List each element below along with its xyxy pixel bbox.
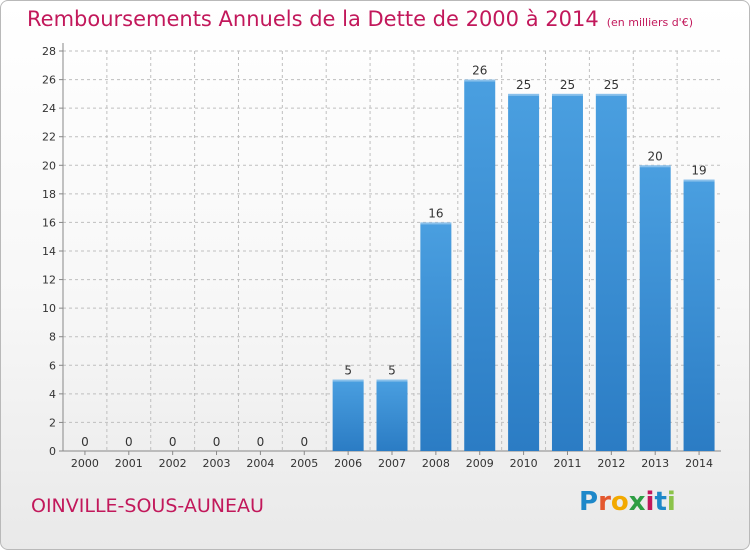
x-tick-label: 2004 xyxy=(246,457,274,470)
bar-highlight xyxy=(508,93,540,96)
chart-title-text: Remboursements Annuels de la Dette de 20… xyxy=(27,7,599,31)
data-label: 0 xyxy=(213,435,221,449)
y-tick-label: 2 xyxy=(49,416,56,429)
x-tick-label: 2012 xyxy=(597,457,625,470)
x-tick-label: 2002 xyxy=(159,457,187,470)
y-tick-label: 24 xyxy=(42,102,56,115)
logo-letter: i xyxy=(645,487,655,517)
bar xyxy=(639,165,671,452)
data-label: 0 xyxy=(169,435,177,449)
chart-subtitle: (en milliers d'€) xyxy=(606,16,693,29)
bar-highlight xyxy=(332,379,364,382)
data-label: 0 xyxy=(257,435,265,449)
y-tick-label: 18 xyxy=(42,188,56,201)
bar-highlight xyxy=(639,165,671,168)
bars xyxy=(332,79,715,452)
y-tick-label: 14 xyxy=(42,245,56,258)
x-tick-label: 2009 xyxy=(466,457,494,470)
bar xyxy=(420,222,452,451)
data-label: 0 xyxy=(300,435,308,449)
bar-highlight xyxy=(376,379,408,382)
bar-highlight xyxy=(551,93,583,96)
data-label: 25 xyxy=(516,78,531,92)
y-tick-label: 16 xyxy=(42,216,56,229)
x-tick-label: 2001 xyxy=(115,457,143,470)
data-label: 0 xyxy=(125,435,133,449)
y-tick-label: 26 xyxy=(42,74,56,87)
y-tick-label: 20 xyxy=(42,159,56,172)
logo-letter: r xyxy=(598,487,611,517)
y-tick-label: 8 xyxy=(49,331,56,344)
logo-letter: x xyxy=(628,487,646,517)
x-tick-label: 2005 xyxy=(290,457,318,470)
bar xyxy=(508,93,540,451)
bar xyxy=(464,79,496,452)
proxiti-logo: Proxiti xyxy=(579,487,676,517)
data-label: 26 xyxy=(472,64,487,78)
x-tick-label: 2014 xyxy=(685,457,713,470)
data-label: 0 xyxy=(81,435,89,449)
x-tick-label: 2010 xyxy=(510,457,538,470)
bar-highlight xyxy=(683,179,715,182)
bar xyxy=(332,379,364,451)
bar xyxy=(551,93,583,451)
logo-letter: i xyxy=(666,487,676,517)
x-tick-label: 2013 xyxy=(641,457,669,470)
y-tick-label: 4 xyxy=(49,388,56,401)
x-tick-label: 2006 xyxy=(334,457,362,470)
data-label: 5 xyxy=(388,364,396,378)
data-label: 5 xyxy=(344,364,352,378)
x-tick-label: 2003 xyxy=(203,457,231,470)
data-labels: 0 0 0 0 0 0 5 5 16 26 25 25 25 20 19 xyxy=(81,64,707,449)
y-tick-label: 12 xyxy=(42,274,56,287)
x-tick-label: 2000 xyxy=(71,457,99,470)
logo-letter: t xyxy=(654,487,667,517)
x-tick-label: 2008 xyxy=(422,457,450,470)
y-tick-label: 10 xyxy=(42,302,56,315)
bar xyxy=(376,379,408,451)
chart-title: Remboursements Annuels de la Dette de 20… xyxy=(27,7,693,31)
y-tick-label: 28 xyxy=(42,45,56,58)
data-label: 19 xyxy=(691,164,706,178)
bar-highlight xyxy=(464,79,496,82)
bar xyxy=(683,179,715,452)
x-tick-label: 2011 xyxy=(553,457,581,470)
data-label: 25 xyxy=(560,78,575,92)
data-label: 16 xyxy=(428,206,443,220)
town-name: OINVILLE-SOUS-AUNEAU xyxy=(31,495,264,517)
data-label: 25 xyxy=(604,78,619,92)
bar-highlight xyxy=(420,222,452,225)
logo-letter: P xyxy=(579,487,599,517)
y-tick-label: 22 xyxy=(42,131,56,144)
y-tick-label: 0 xyxy=(49,445,56,458)
x-tick-label: 2007 xyxy=(378,457,406,470)
bar-highlight xyxy=(595,93,627,96)
data-label: 20 xyxy=(648,149,663,163)
bar xyxy=(595,93,627,451)
logo-letter: o xyxy=(610,487,629,517)
y-tick-label: 6 xyxy=(49,359,56,372)
